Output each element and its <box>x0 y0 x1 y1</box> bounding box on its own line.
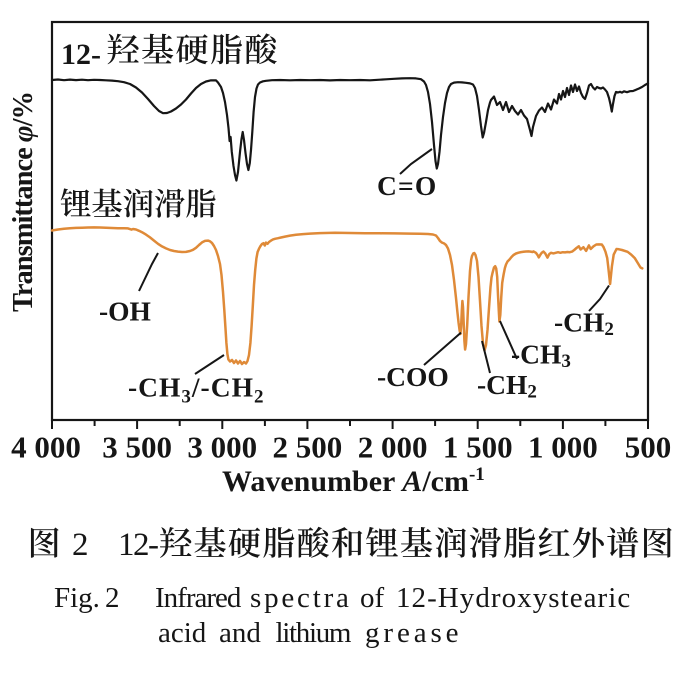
svg-text:2 000: 2 000 <box>358 430 428 465</box>
svg-text:1 500: 1 500 <box>443 430 513 465</box>
svg-text:and: and <box>219 617 261 649</box>
svg-text:12-: 12- <box>118 527 158 563</box>
svg-text:-OH: -OH <box>99 296 151 327</box>
svg-text:12-: 12- <box>61 38 101 71</box>
svg-text:spectra: spectra <box>250 582 352 614</box>
svg-text:-CH2: -CH2 <box>554 307 614 341</box>
svg-text:Fig.: Fig. <box>54 582 100 614</box>
svg-text:lithium: lithium <box>276 617 352 649</box>
svg-text:Transmittance φ/%: Transmittance φ/% <box>8 92 39 312</box>
svg-text:acid: acid <box>158 617 207 649</box>
svg-text:4 000: 4 000 <box>11 430 81 465</box>
svg-text:-CH2: -CH2 <box>477 369 537 403</box>
svg-text:12-Hydroxystearic: 12-Hydroxystearic <box>396 582 631 614</box>
svg-text:2: 2 <box>105 582 120 614</box>
svg-text:grease: grease <box>365 617 462 649</box>
svg-text:2 500: 2 500 <box>273 430 343 465</box>
svg-text:-CH3: -CH3 <box>511 339 571 373</box>
svg-text:500: 500 <box>625 430 672 465</box>
svg-text:-CH3/-CH2: -CH3/-CH2 <box>128 372 264 408</box>
svg-text:1 000: 1 000 <box>528 430 598 465</box>
svg-text:3 500: 3 500 <box>102 430 172 465</box>
svg-text:C=O: C=O <box>377 170 438 201</box>
svg-text:Infrared: Infrared <box>155 582 242 614</box>
svg-text:of: of <box>360 582 385 614</box>
svg-text:-COO: -COO <box>377 361 449 392</box>
svg-text:3 000: 3 000 <box>187 430 257 465</box>
svg-text:2: 2 <box>72 527 89 563</box>
svg-text:Wavenumber A/cm-1: Wavenumber A/cm-1 <box>222 464 485 498</box>
